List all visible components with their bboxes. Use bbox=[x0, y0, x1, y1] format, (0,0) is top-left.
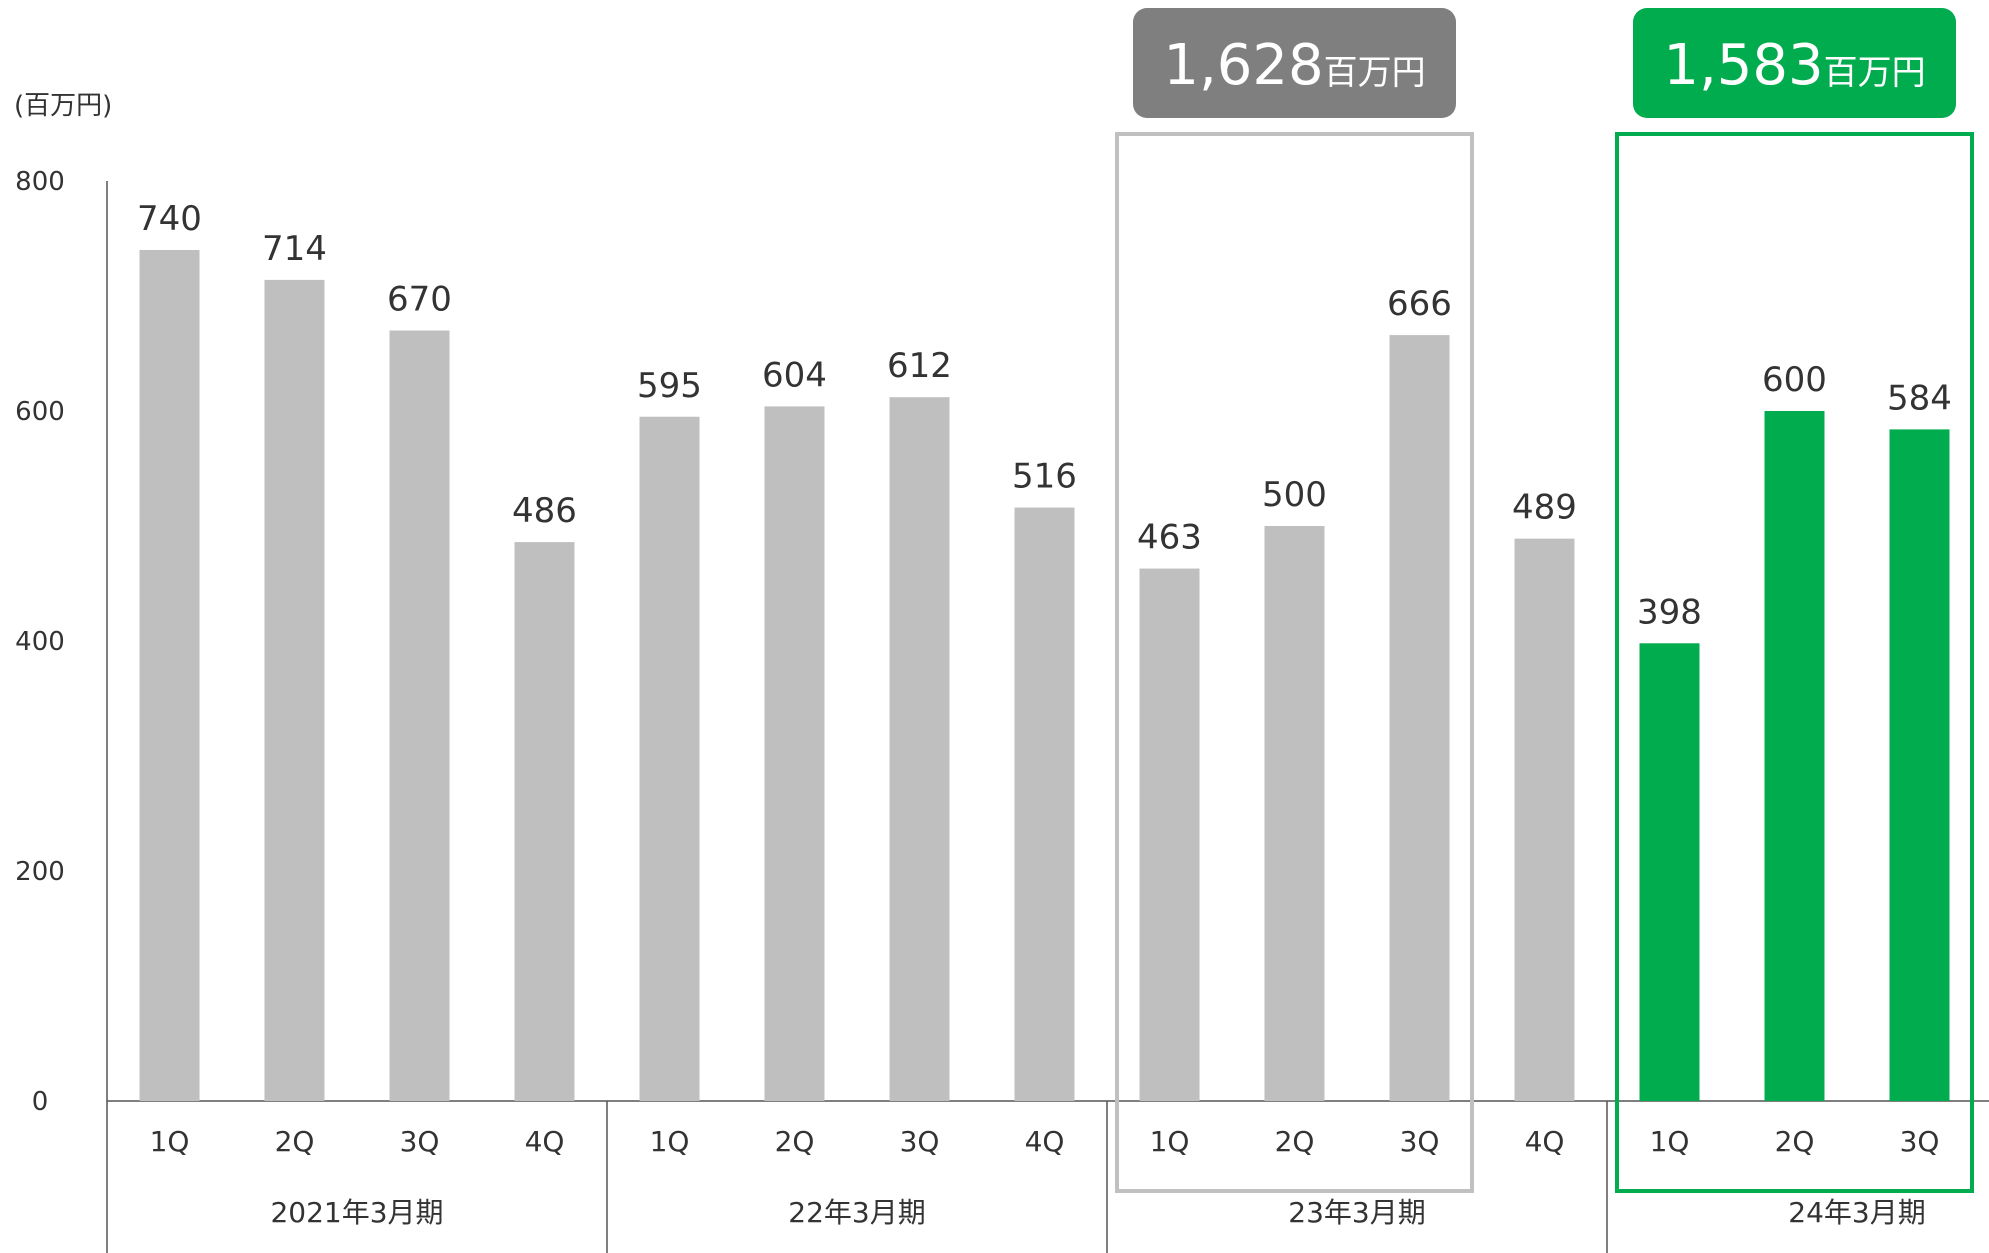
period-label: 2021年3月期 bbox=[270, 1196, 443, 1229]
bar-value-label: 463 bbox=[1137, 518, 1202, 558]
quarter-label: 1Q bbox=[650, 1125, 690, 1158]
quarter-label: 1Q bbox=[150, 1125, 190, 1158]
quarter-label: 2Q bbox=[1775, 1125, 1815, 1158]
period-highlight-frame bbox=[1115, 132, 1474, 1193]
bar-value-label: 489 bbox=[1512, 488, 1577, 528]
period-label: 24年3月期 bbox=[1788, 1196, 1925, 1229]
bar-value-label: 714 bbox=[262, 229, 327, 269]
quarter-label: 3Q bbox=[1400, 1125, 1440, 1158]
callout-total-value: 1,628 bbox=[1163, 33, 1323, 98]
bar-value-label: 600 bbox=[1762, 360, 1827, 400]
bar bbox=[1889, 429, 1950, 1101]
bar bbox=[1514, 538, 1575, 1101]
bar-value-label: 516 bbox=[1012, 457, 1077, 497]
y-tick-label: 600 bbox=[15, 397, 65, 427]
bar-value-label: 666 bbox=[1387, 284, 1452, 324]
callout-total: 1,583百万円 bbox=[1663, 33, 1925, 98]
quarter-label: 2Q bbox=[775, 1125, 815, 1158]
bar-value-label: 398 bbox=[1637, 592, 1702, 632]
bar bbox=[1139, 568, 1200, 1101]
bar-value-label: 670 bbox=[387, 280, 452, 320]
bar-value-label: 486 bbox=[512, 491, 577, 531]
callout-total-unit: 百万円 bbox=[1324, 53, 1426, 93]
bar bbox=[639, 416, 700, 1101]
callout-box bbox=[1133, 8, 1456, 118]
quarter-label: 2Q bbox=[275, 1125, 315, 1158]
quarter-label: 3Q bbox=[900, 1125, 940, 1158]
quarter-label: 4Q bbox=[525, 1125, 565, 1158]
bar bbox=[889, 397, 950, 1101]
bar bbox=[139, 250, 200, 1101]
period-label: 22年3月期 bbox=[788, 1196, 925, 1229]
quarter-label: 4Q bbox=[1025, 1125, 1065, 1158]
bar bbox=[264, 279, 325, 1101]
bar bbox=[1764, 411, 1825, 1101]
bar bbox=[1639, 643, 1700, 1101]
y-tick-label: 400 bbox=[15, 627, 65, 657]
bar-value-label: 604 bbox=[762, 355, 827, 395]
y-tick-label: 0 bbox=[32, 1087, 49, 1117]
quarter-label: 1Q bbox=[1650, 1125, 1690, 1158]
bar-value-label: 500 bbox=[1262, 475, 1327, 515]
bar-value-label: 612 bbox=[887, 346, 952, 386]
quarter-label: 3Q bbox=[1900, 1125, 1940, 1158]
quarter-label: 3Q bbox=[400, 1125, 440, 1158]
bar bbox=[514, 542, 575, 1101]
callout-box bbox=[1633, 8, 1956, 118]
bar-value-label: 595 bbox=[637, 366, 702, 406]
period-label: 23年3月期 bbox=[1288, 1196, 1425, 1229]
bar bbox=[389, 330, 450, 1101]
unit-label: (百万円) bbox=[14, 91, 112, 121]
quarter-label: 1Q bbox=[1150, 1125, 1190, 1158]
bar bbox=[764, 406, 825, 1101]
quarter-label: 4Q bbox=[1525, 1125, 1565, 1158]
bar-value-label: 740 bbox=[137, 199, 202, 239]
bar bbox=[1014, 507, 1075, 1102]
y-tick-label: 200 bbox=[15, 857, 65, 887]
callout-total-unit: 百万円 bbox=[1824, 53, 1926, 93]
quarter-label: 2Q bbox=[1275, 1125, 1315, 1158]
period-highlight-frame bbox=[1615, 132, 1974, 1193]
y-tick-label: 800 bbox=[15, 167, 65, 197]
callout-total: 1,628百万円 bbox=[1163, 33, 1425, 98]
bar bbox=[1264, 526, 1325, 1101]
callout-total-value: 1,583 bbox=[1663, 33, 1823, 98]
bar bbox=[1389, 335, 1450, 1102]
bar-value-label: 584 bbox=[1887, 378, 1952, 418]
